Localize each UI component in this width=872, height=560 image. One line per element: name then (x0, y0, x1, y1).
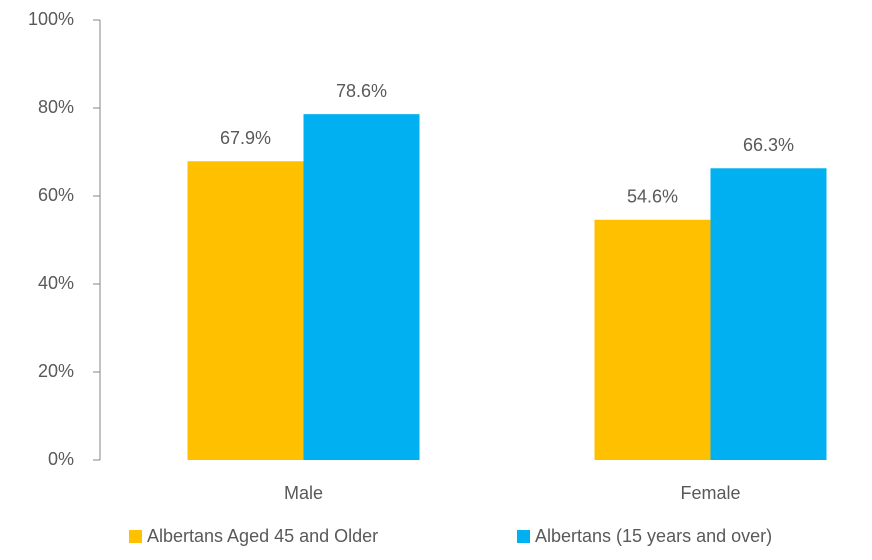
x-tick-label: Female (680, 483, 740, 503)
y-tick-label: 80% (38, 97, 74, 117)
y-tick-label: 40% (38, 273, 74, 293)
value-label: 67.9% (220, 128, 271, 148)
y-tick-label: 100% (28, 9, 74, 29)
y-tick-label: 20% (38, 361, 74, 381)
y-tick-label: 0% (48, 449, 74, 469)
bar (710, 168, 827, 460)
legend-label: Albertans Aged 45 and Older (147, 526, 378, 546)
legend-label: Albertans (15 years and over) (535, 526, 772, 546)
y-tick-label: 60% (38, 185, 74, 205)
value-label: 78.6% (336, 81, 387, 101)
bar (303, 114, 420, 460)
bar (187, 161, 304, 461)
legend-swatch (517, 530, 530, 543)
legend-swatch (129, 530, 142, 543)
x-tick-label: Male (284, 483, 323, 503)
value-label: 54.6% (627, 187, 678, 207)
bar (594, 219, 711, 460)
value-label: 66.3% (743, 135, 794, 155)
